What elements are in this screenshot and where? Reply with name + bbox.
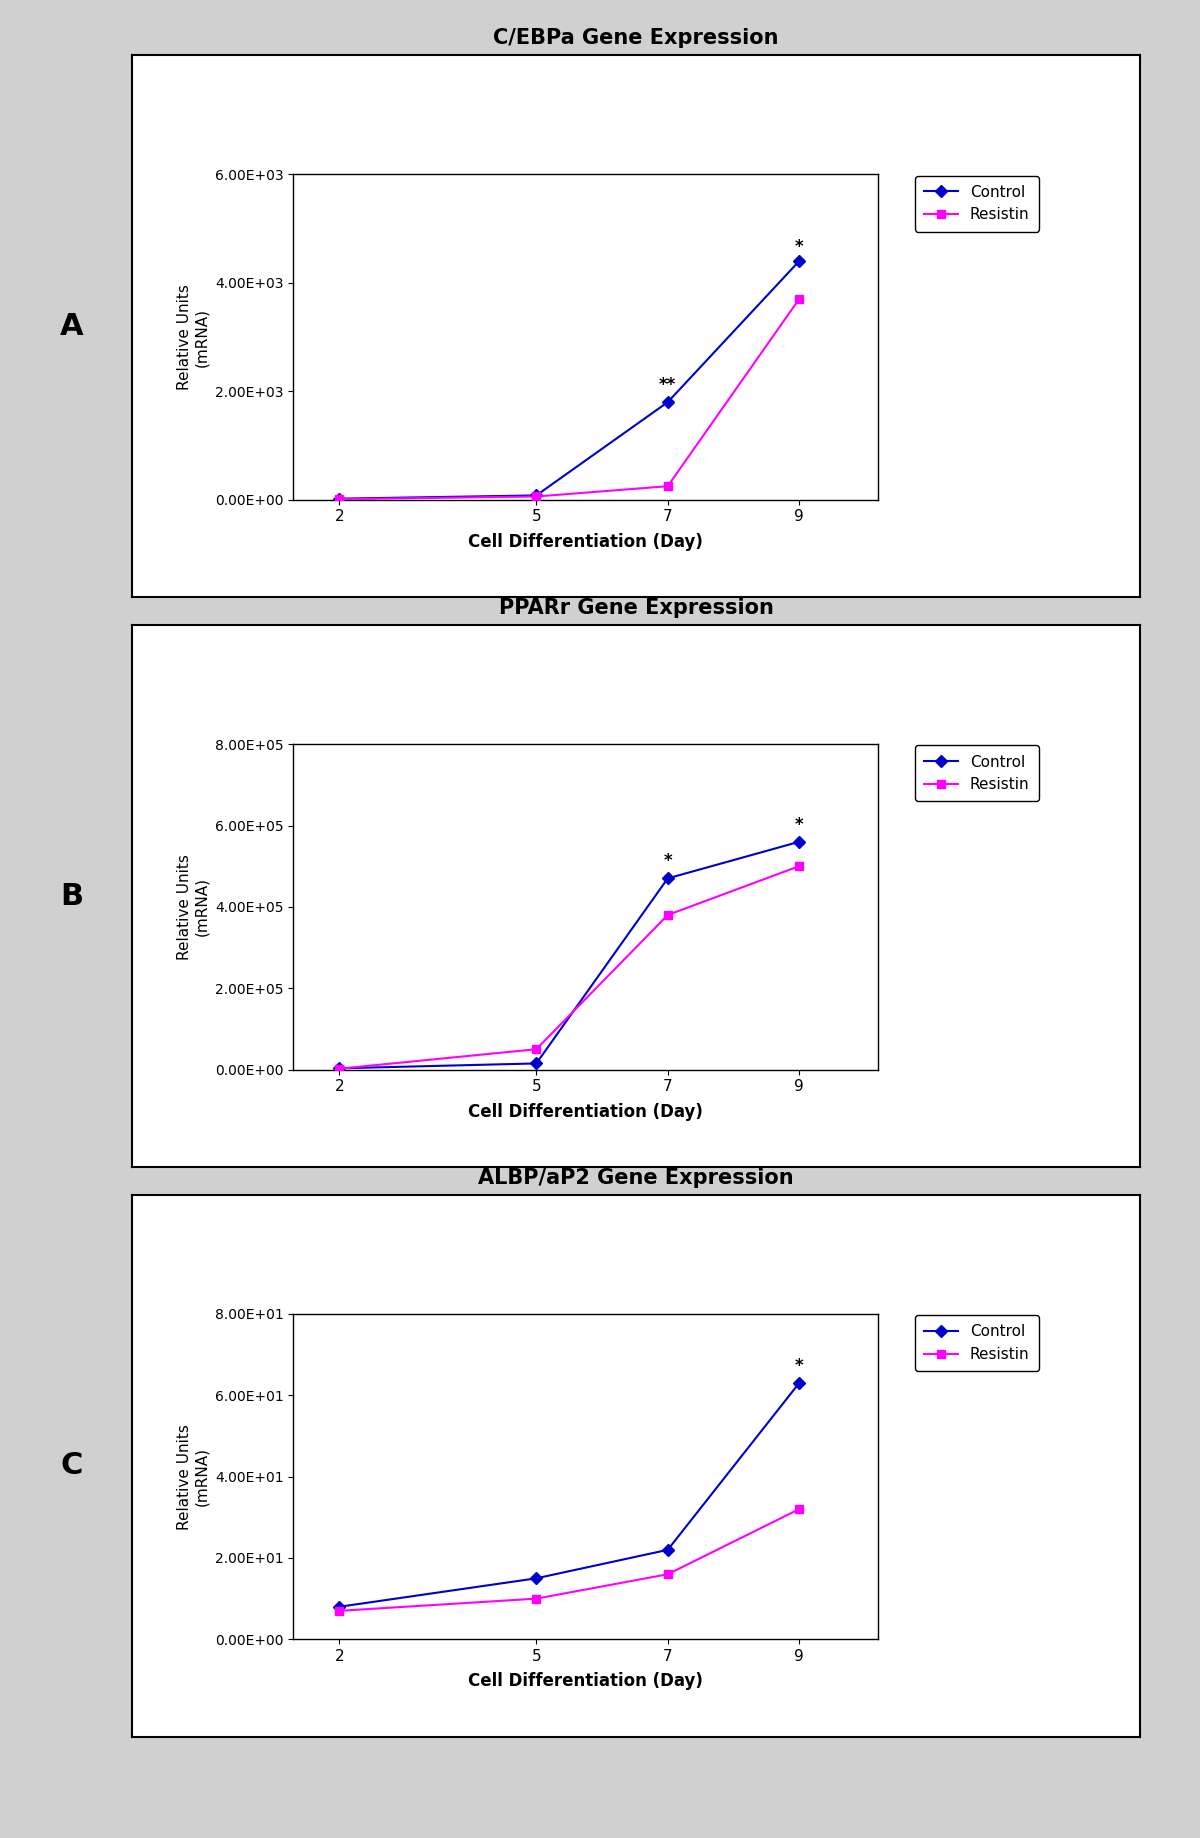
Control (529, 1053, 544, 1075)
Text: *: * (794, 1356, 804, 1375)
Resistin (660, 1562, 674, 1584)
Control (332, 1595, 347, 1617)
Line: Control: Control (335, 1378, 803, 1610)
Resistin (332, 1599, 347, 1621)
Control (792, 250, 806, 272)
Text: *: * (664, 853, 672, 869)
Text: *: * (794, 237, 804, 255)
Text: A: A (60, 312, 84, 340)
X-axis label: Cell Differentiation (Day): Cell Differentiation (Day) (468, 1673, 703, 1691)
Legend: Control, Resistin: Control, Resistin (914, 746, 1038, 801)
Y-axis label: Relative Units
(mRNA): Relative Units (mRNA) (176, 855, 209, 959)
Control (332, 1057, 347, 1079)
Resistin (660, 904, 674, 926)
Resistin (792, 1498, 806, 1520)
Control (792, 831, 806, 853)
Legend: Control, Resistin: Control, Resistin (914, 1316, 1038, 1371)
Text: B: B (60, 882, 84, 910)
Title: C/EBPa Gene Expression: C/EBPa Gene Expression (493, 28, 779, 48)
Legend: Control, Resistin: Control, Resistin (914, 176, 1038, 232)
X-axis label: Cell Differentiation (Day): Cell Differentiation (Day) (468, 1103, 703, 1121)
Y-axis label: Relative Units
(mRNA): Relative Units (mRNA) (176, 1424, 209, 1529)
Title: PPARr Gene Expression: PPARr Gene Expression (498, 597, 774, 618)
Title: ALBP/aP2 Gene Expression: ALBP/aP2 Gene Expression (478, 1167, 794, 1187)
Resistin (529, 485, 544, 507)
Control (529, 1568, 544, 1590)
Control (660, 1538, 674, 1560)
Resistin (529, 1588, 544, 1610)
Line: Control: Control (335, 257, 803, 504)
Control (332, 487, 347, 509)
Line: Resistin: Resistin (335, 862, 803, 1073)
Control (792, 1373, 806, 1395)
Control (660, 868, 674, 890)
Resistin (660, 476, 674, 498)
Line: Resistin: Resistin (335, 1505, 803, 1616)
Text: C: C (61, 1452, 83, 1480)
Resistin (529, 1038, 544, 1061)
Resistin (792, 855, 806, 877)
Line: Resistin: Resistin (335, 294, 803, 504)
Line: Control: Control (335, 838, 803, 1073)
Y-axis label: Relative Units
(mRNA): Relative Units (mRNA) (176, 285, 209, 390)
Text: *: * (794, 816, 804, 834)
Resistin (332, 489, 347, 511)
Text: **: ** (659, 377, 677, 393)
Control (529, 485, 544, 507)
Control (660, 391, 674, 414)
X-axis label: Cell Differentiation (Day): Cell Differentiation (Day) (468, 533, 703, 551)
Resistin (792, 289, 806, 311)
Resistin (332, 1057, 347, 1079)
